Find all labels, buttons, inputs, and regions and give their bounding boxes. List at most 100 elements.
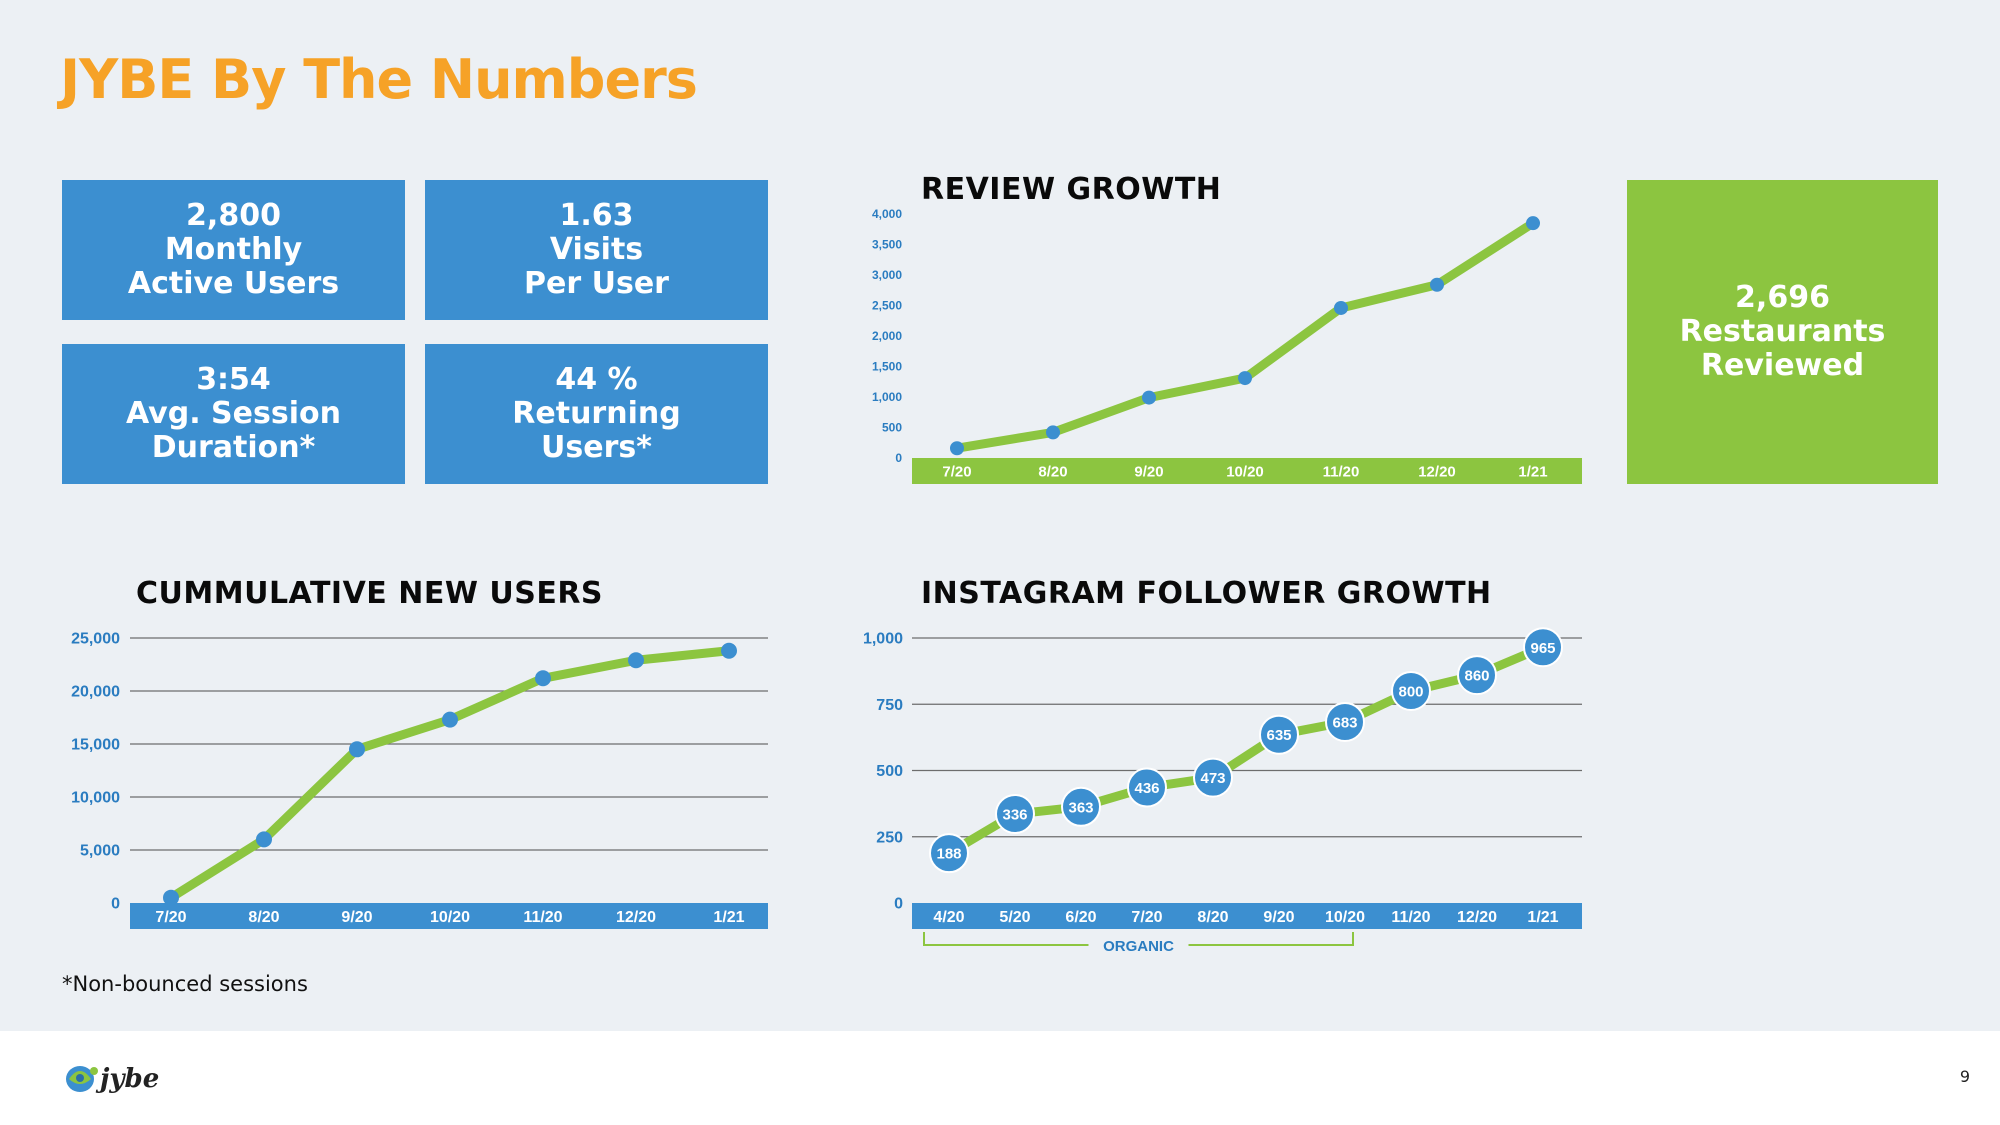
y-tick-label: 3,500 bbox=[872, 238, 902, 252]
charts-canvas: 0 500 1,000 1,500 2,000 2,500 3,000 3,500 4,000 7… bbox=[71, 207, 1582, 955]
stat-visits-per-user: 1.63 Visits Per User bbox=[425, 180, 768, 320]
data-label: 635 bbox=[1266, 727, 1291, 744]
y-tick-label: 1,500 bbox=[872, 360, 902, 374]
data-label: 363 bbox=[1068, 799, 1093, 816]
x-tick-label: 7/20 bbox=[942, 463, 971, 480]
data-point bbox=[1430, 277, 1444, 292]
data-point bbox=[163, 889, 179, 906]
organic-label: ORGANIC bbox=[1103, 938, 1174, 955]
data-point bbox=[628, 652, 644, 669]
x-tick-label: 10/20 bbox=[430, 909, 470, 926]
data-point bbox=[1457, 655, 1497, 696]
stat-label-line1: Visits bbox=[549, 232, 644, 267]
data-point bbox=[1526, 216, 1540, 231]
stat-monthly-active-users: 2,800 Monthly Active Users bbox=[62, 180, 405, 320]
data-point bbox=[995, 793, 1035, 834]
y-tick-label: 10,000 bbox=[71, 790, 120, 807]
x-axis-bar bbox=[912, 458, 1582, 484]
y-tick-label: 0 bbox=[894, 896, 903, 913]
organic-bracket-left bbox=[923, 932, 1089, 946]
stat-restaurants-reviewed: 2,696 Restaurants Reviewed bbox=[1627, 180, 1938, 484]
chart-title-instagram-follower-growth: INSTAGRAM FOLLOWER GROWTH bbox=[921, 576, 1492, 611]
data-point bbox=[256, 831, 272, 848]
x-tick-label: 8/20 bbox=[248, 909, 279, 926]
data-point bbox=[1193, 757, 1233, 798]
data-point bbox=[1391, 671, 1431, 711]
x-tick-label: 11/20 bbox=[1323, 463, 1360, 480]
data-label: 473 bbox=[1200, 770, 1225, 787]
x-axis-bar bbox=[130, 903, 768, 929]
data-point bbox=[535, 670, 551, 687]
stat-avg-session-duration: 3:54 Avg. Session Duration* bbox=[62, 344, 405, 484]
x-tick-label: 11/20 bbox=[1391, 909, 1430, 926]
data-point bbox=[1259, 714, 1299, 755]
data-point bbox=[1127, 767, 1167, 808]
data-point bbox=[349, 741, 365, 758]
data-point bbox=[442, 711, 458, 728]
series-line bbox=[952, 218, 1538, 453]
data-point bbox=[1142, 390, 1156, 405]
x-tick-label: 9/20 bbox=[1263, 909, 1294, 926]
x-tick-label: 7/20 bbox=[1131, 909, 1162, 926]
chart-review-growth: 0 500 1,000 1,500 2,000 2,500 3,000 3,500 4,000 7… bbox=[872, 207, 1582, 484]
y-tick-label: 500 bbox=[882, 421, 902, 435]
x-tick-label: 7/20 bbox=[155, 909, 186, 926]
y-tick-label: 3,000 bbox=[872, 268, 902, 282]
data-point bbox=[929, 833, 969, 874]
stat-label-line1: Monthly bbox=[164, 232, 303, 267]
series-line bbox=[166, 646, 734, 903]
y-tick-label: 250 bbox=[876, 829, 903, 846]
stat-value: 3:54 bbox=[196, 362, 271, 397]
stat-label-line2: Duration* bbox=[151, 430, 316, 465]
stat-value: 2,696 bbox=[1735, 280, 1830, 315]
stat-value: 1.63 bbox=[559, 198, 634, 233]
x-tick-label: 1/21 bbox=[1518, 463, 1547, 480]
data-label: 436 bbox=[1134, 780, 1159, 797]
x-tick-label: 9/20 bbox=[1134, 463, 1163, 480]
chart-cumulative-new-users: 0 5,000 10,000 15,000 20,000 25,000 7/20 8/20 9/… bbox=[71, 631, 768, 929]
stat-value: 2,800 bbox=[186, 198, 281, 233]
data-point bbox=[1523, 627, 1563, 668]
data-point bbox=[1325, 702, 1365, 743]
x-tick-label: 11/20 bbox=[523, 909, 562, 926]
stat-label-line2: Active Users bbox=[127, 266, 340, 301]
x-tick-label: 5/20 bbox=[999, 909, 1030, 926]
data-label: 336 bbox=[1002, 806, 1027, 823]
jybe-logo: jybe bbox=[66, 1064, 159, 1094]
chart-title-cumulative-new-users: CUMMULATIVE NEW USERS bbox=[136, 576, 604, 611]
y-tick-label: 2,000 bbox=[872, 329, 902, 343]
chart-instagram-follower-growth: 0 250 500 750 1,000 4/20 5/20 6/20 7/20 8/20 9/20 1… bbox=[863, 627, 1582, 955]
page-number: 9 bbox=[1959, 1067, 1970, 1086]
y-tick-label: 15,000 bbox=[71, 737, 120, 754]
x-tick-label: 10/20 bbox=[1325, 909, 1365, 926]
stat-returning-users: 44 % Returning Users* bbox=[425, 344, 768, 484]
data-label: 188 bbox=[936, 846, 961, 863]
stat-label-line1: Returning bbox=[512, 396, 681, 431]
logo-wordmark: jybe bbox=[95, 1064, 159, 1094]
stat-label-line2: Per User bbox=[524, 266, 669, 301]
y-tick-label: 750 bbox=[876, 697, 903, 714]
x-tick-label: 12/20 bbox=[616, 909, 656, 926]
y-tick-label: 0 bbox=[895, 451, 902, 465]
y-tick-label: 0 bbox=[111, 896, 120, 913]
data-point bbox=[950, 441, 964, 456]
data-point bbox=[1334, 300, 1348, 315]
x-tick-label: 12/20 bbox=[1457, 909, 1497, 926]
stat-label-line1: Restaurants bbox=[1679, 314, 1886, 349]
footer-bar: jybe 9 bbox=[0, 1031, 2000, 1125]
y-tick-label: 25,000 bbox=[71, 631, 120, 648]
turtle-icon bbox=[66, 1066, 98, 1092]
x-axis-bar bbox=[912, 903, 1582, 929]
x-tick-label: 9/20 bbox=[341, 909, 372, 926]
data-label: 965 bbox=[1530, 640, 1555, 657]
x-tick-label: 8/20 bbox=[1038, 463, 1067, 480]
y-tick-label: 1,000 bbox=[863, 631, 903, 648]
y-tick-label: 2,500 bbox=[872, 299, 902, 313]
y-tick-label: 5,000 bbox=[80, 843, 120, 860]
stat-label-line1: Avg. Session bbox=[126, 396, 341, 431]
x-tick-label: 4/20 bbox=[933, 909, 964, 926]
y-tick-label: 500 bbox=[876, 763, 903, 780]
data-point bbox=[721, 642, 737, 659]
stat-label-line2: Reviewed bbox=[1700, 348, 1865, 383]
x-tick-label: 1/21 bbox=[1527, 909, 1558, 926]
